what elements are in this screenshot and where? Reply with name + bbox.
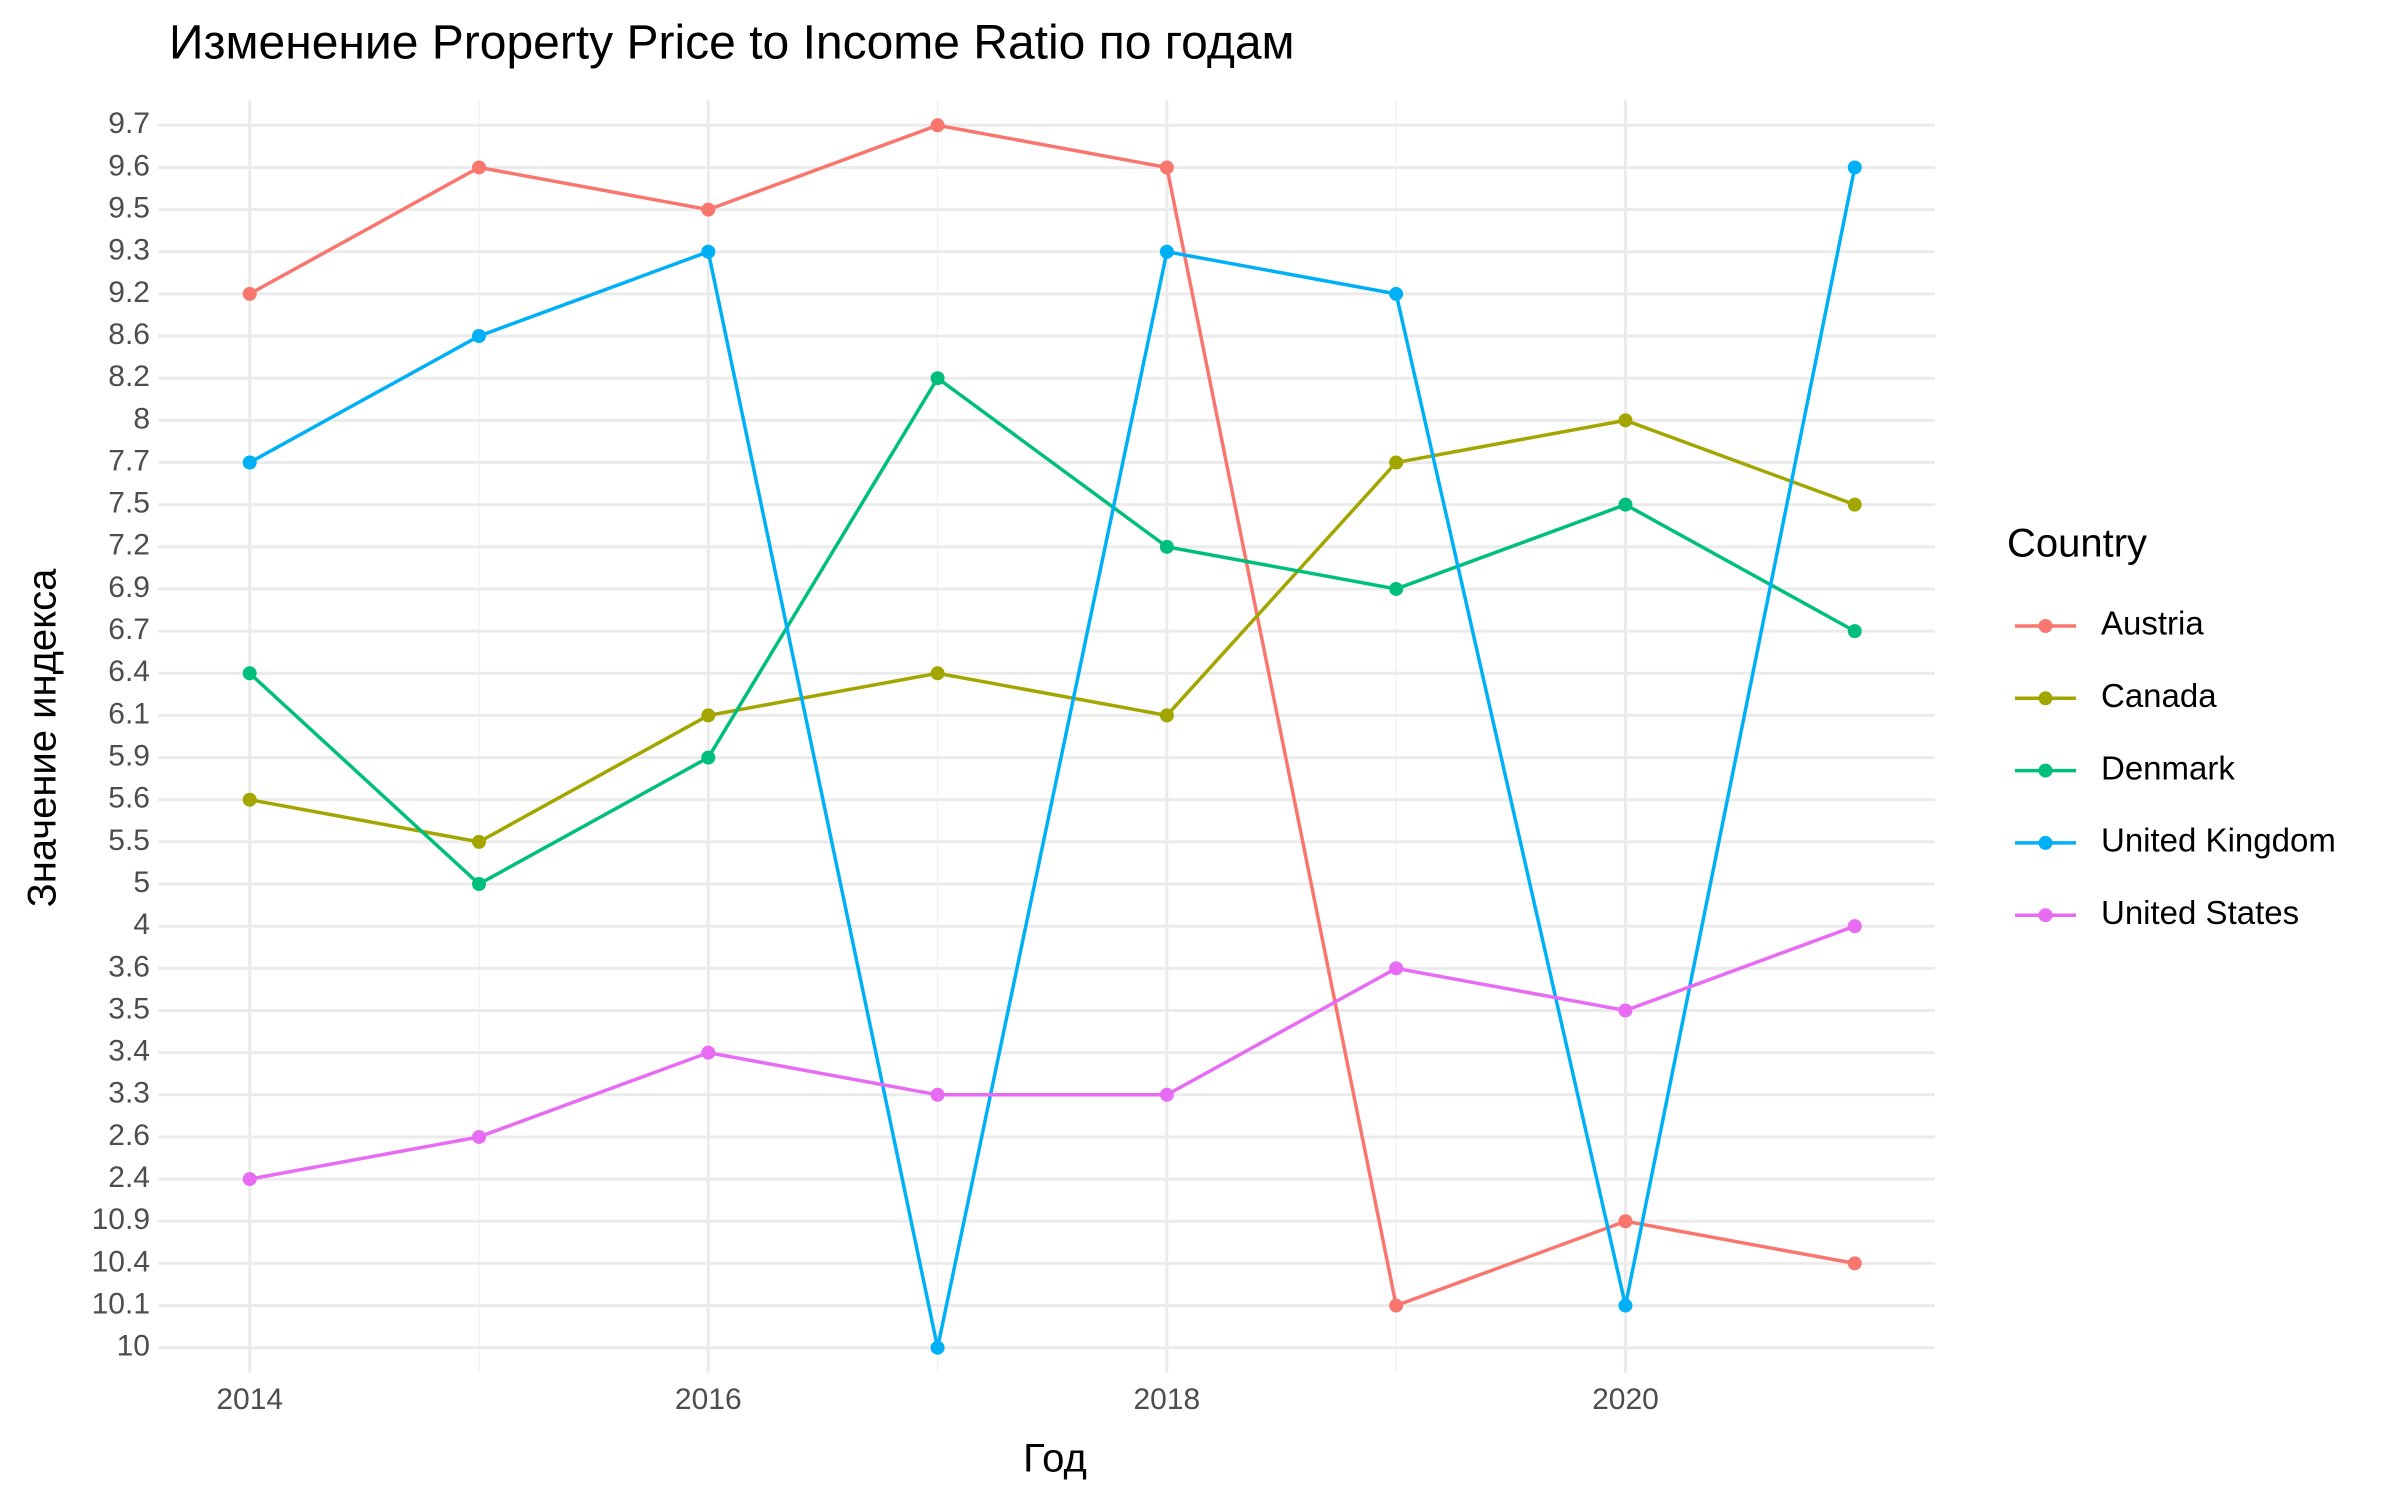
y-tick-label: 2.4 <box>108 1161 150 1194</box>
y-tick-label: 6.4 <box>108 655 150 688</box>
y-tick-label: 8 <box>133 402 150 435</box>
data-point <box>1159 708 1174 723</box>
data-point <box>701 708 716 723</box>
chart-title: Изменение Property Price to Income Ratio… <box>169 17 1295 70</box>
data-point <box>930 666 945 681</box>
data-point <box>1847 160 1862 175</box>
data-point <box>1847 624 1862 639</box>
data-point <box>1847 919 1862 934</box>
data-point <box>930 118 945 133</box>
legend-key-point <box>2038 835 2053 850</box>
legend-key-point <box>2038 763 2053 778</box>
data-point <box>472 877 487 892</box>
y-tick-label: 9.5 <box>108 192 150 225</box>
legend-key-point <box>2038 619 2053 633</box>
y-tick-label: 4 <box>133 908 150 941</box>
legend-label: United States <box>2101 894 2299 931</box>
legend-title: Country <box>2007 522 2147 566</box>
series-line <box>249 924 1856 1181</box>
series-line <box>248 375 1856 887</box>
y-tick-label: 10.9 <box>92 1203 150 1236</box>
y-tick-label: 7.7 <box>108 444 150 477</box>
data-point <box>1618 1003 1633 1018</box>
data-point <box>701 750 716 765</box>
y-tick-label: 6.1 <box>108 697 150 730</box>
data-point <box>1847 497 1862 512</box>
series-line <box>248 167 1857 1349</box>
data-point <box>1159 539 1174 554</box>
y-tick-label: 8.2 <box>108 360 150 393</box>
y-tick-label: 5.5 <box>108 824 150 857</box>
data-point <box>242 666 257 681</box>
data-point <box>1389 581 1404 596</box>
x-axis-label: Год <box>1023 1437 1087 1481</box>
y-tick-label: 3.6 <box>108 950 150 983</box>
y-tick-label: 9.2 <box>108 276 150 309</box>
x-tick-label: 2020 <box>1592 1383 1659 1416</box>
legend-key-point <box>2038 691 2053 706</box>
legend-label: Canada <box>2101 677 2217 714</box>
y-tick-label: 7.2 <box>108 529 150 562</box>
x-tick-label: 2016 <box>675 1383 742 1416</box>
data-point <box>701 1045 716 1060</box>
data-point <box>1847 1256 1862 1271</box>
data-point <box>701 202 716 217</box>
y-tick-label: 10.4 <box>92 1245 150 1278</box>
data-point <box>242 792 257 807</box>
legend-label: Denmark <box>2101 749 2235 786</box>
data-point <box>1389 1298 1404 1313</box>
x-tick-label: 2018 <box>1134 1383 1201 1416</box>
series-line <box>249 418 1856 844</box>
y-tick-label: 2.6 <box>108 1119 150 1152</box>
y-axis-label: Значение индекса <box>21 568 65 907</box>
data-point <box>930 371 945 386</box>
y-tick-label: 7.5 <box>108 487 150 520</box>
data-point <box>242 1172 257 1187</box>
y-tick-label: 5.6 <box>108 782 150 815</box>
data-point <box>701 244 716 259</box>
y-tick-label: 6.7 <box>108 613 150 646</box>
data-point <box>1389 961 1404 976</box>
legend-key-point <box>2038 908 2053 923</box>
y-tick-label: 5.9 <box>108 739 150 772</box>
legend-label: Austria <box>2101 605 2204 642</box>
data-point <box>1618 497 1633 512</box>
data-point <box>1159 244 1174 259</box>
data-point <box>1618 1214 1633 1229</box>
legend-label: United Kingdom <box>2101 822 2336 859</box>
y-tick-label: 5 <box>133 866 150 899</box>
y-tick-label: 9.6 <box>108 149 150 182</box>
y-tick-label: 8.6 <box>108 318 150 351</box>
data-point <box>242 455 257 470</box>
data-point <box>1389 455 1404 470</box>
data-point <box>1159 160 1174 175</box>
y-tick-label: 9.7 <box>108 107 150 140</box>
series-line <box>248 123 1856 1308</box>
y-tick-label: 10 <box>117 1330 150 1363</box>
y-tick-label: 3.4 <box>108 1035 150 1068</box>
y-tick-label: 9.3 <box>108 234 150 267</box>
data-point <box>472 329 487 344</box>
data-point <box>930 1087 945 1102</box>
y-tick-label: 6.9 <box>108 571 150 604</box>
data-point <box>242 286 257 301</box>
data-point <box>1389 286 1404 301</box>
data-point <box>1159 1087 1174 1102</box>
data-point <box>1618 413 1633 428</box>
y-tick-label: 3.5 <box>108 992 150 1025</box>
y-tick-label: 10.1 <box>92 1287 150 1320</box>
data-point <box>472 834 487 849</box>
y-tick-label: 3.3 <box>108 1077 150 1110</box>
x-tick-label: 2014 <box>216 1383 283 1416</box>
data-point <box>472 160 487 175</box>
data-point <box>930 1340 945 1355</box>
data-point <box>472 1129 487 1144</box>
data-point <box>1618 1298 1633 1313</box>
